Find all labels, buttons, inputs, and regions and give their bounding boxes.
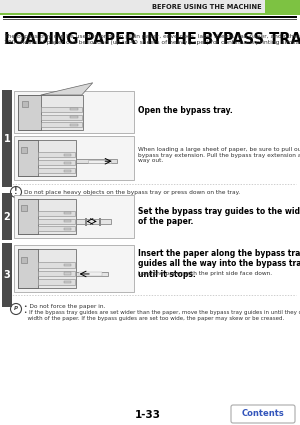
Bar [2, 90, 12, 187]
Text: Contents: Contents [242, 410, 284, 419]
Text: 1-33: 1-33 [135, 410, 161, 420]
Bar [38, 211, 75, 216]
Bar [265, 0, 300, 13]
Text: Insert the paper along the bypass tray
guides all the way into the bypass tray
u: Insert the paper along the bypass tray g… [138, 249, 300, 279]
Text: BEFORE USING THE MACHINE: BEFORE USING THE MACHINE [152, 3, 262, 9]
Text: 2: 2 [4, 212, 11, 221]
Bar [99, 218, 101, 226]
Bar [2, 193, 12, 240]
Text: When loading a large sheet of paper, be sure to pull out the
bypass tray extensi: When loading a large sheet of paper, be … [138, 147, 300, 163]
Bar [64, 162, 71, 164]
Bar [38, 226, 75, 231]
Bar [22, 257, 27, 263]
Bar [18, 249, 76, 288]
Bar [38, 262, 75, 268]
Text: Set the bypass tray guides to the width
of the paper.: Set the bypass tray guides to the width … [138, 207, 300, 226]
Bar [0, 13, 300, 14]
Text: • Do not force the paper in.: • Do not force the paper in. [24, 304, 105, 309]
Text: Load the paper with the print side face down.: Load the paper with the print side face … [138, 271, 272, 276]
Bar [38, 160, 75, 165]
Text: LOADING PAPER IN THE BYPASS TRAY: LOADING PAPER IN THE BYPASS TRAY [4, 31, 300, 46]
Bar [76, 219, 111, 224]
Bar [70, 116, 78, 118]
Bar [85, 218, 87, 226]
Bar [18, 95, 41, 130]
Bar [38, 152, 75, 157]
Bar [22, 101, 28, 107]
Bar [38, 168, 75, 173]
Bar [14, 136, 134, 180]
Bar [14, 195, 134, 238]
Circle shape [11, 187, 22, 198]
Text: 3: 3 [4, 270, 11, 280]
Bar [76, 272, 108, 276]
Bar [76, 159, 117, 163]
Text: Do not place heavy objects on the bypass tray or press down on the tray.: Do not place heavy objects on the bypass… [24, 190, 240, 195]
Text: The bypass tray can be used to print on plain paper, envelopes, label sheets, ta: The bypass tray can be used to print on … [4, 34, 300, 45]
Bar [70, 124, 78, 126]
Bar [64, 272, 71, 275]
Bar [64, 170, 71, 172]
Bar [64, 220, 71, 222]
Bar [22, 205, 27, 211]
Bar [3, 19, 297, 20]
Bar [22, 147, 27, 153]
Bar [18, 95, 83, 130]
Bar [0, 0, 300, 13]
Bar [70, 108, 78, 110]
Bar [64, 154, 71, 156]
Bar [38, 271, 75, 276]
Bar [18, 199, 38, 234]
Bar [64, 281, 71, 283]
FancyBboxPatch shape [231, 405, 295, 423]
Bar [3, 16, 297, 17]
Bar [79, 272, 101, 275]
Bar [14, 245, 134, 292]
Text: !: ! [14, 187, 18, 196]
Text: P: P [14, 306, 18, 312]
Bar [14, 91, 134, 133]
Bar [41, 107, 82, 112]
Bar [38, 279, 75, 285]
Bar [18, 140, 38, 176]
Bar [64, 264, 71, 266]
Bar [88, 160, 110, 163]
Bar [18, 140, 76, 176]
Bar [38, 218, 75, 224]
Bar [18, 249, 38, 288]
Circle shape [11, 303, 22, 314]
Text: Open the bypass tray.: Open the bypass tray. [138, 105, 233, 114]
Polygon shape [41, 83, 93, 95]
Text: • If the bypass tray guides are set wider than the paper, move the bypass tray g: • If the bypass tray guides are set wide… [24, 310, 300, 321]
Bar [41, 115, 82, 119]
Bar [64, 228, 71, 230]
Bar [64, 212, 71, 214]
Bar [41, 122, 82, 127]
Bar [18, 199, 76, 234]
Bar [2, 243, 12, 307]
Text: 1: 1 [4, 133, 11, 144]
